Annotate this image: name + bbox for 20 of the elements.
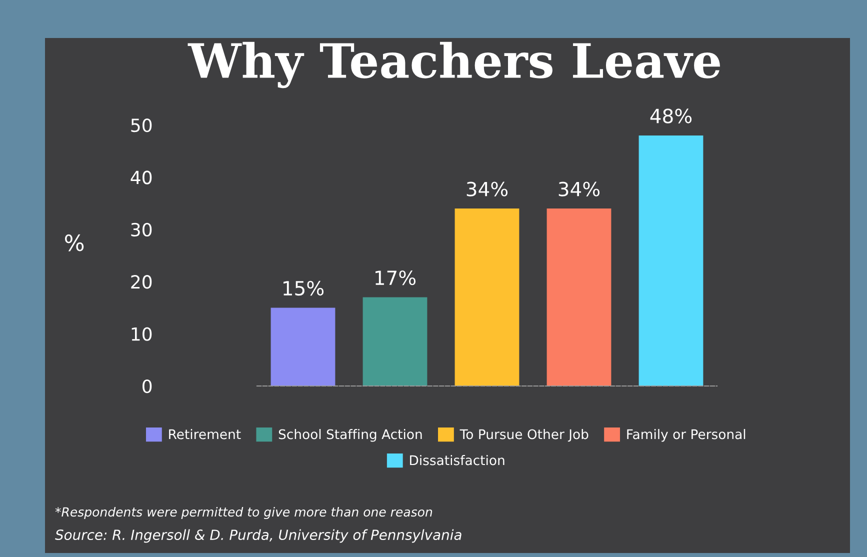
data-label: 34% bbox=[558, 182, 600, 196]
y-axis-title: % bbox=[64, 234, 84, 252]
text: *Respondents were permitted to give more than one reason bbox=[55, 506, 432, 520]
data-label: 34% bbox=[466, 182, 508, 196]
data-label: 48% bbox=[650, 108, 692, 124]
y-tick-label: 50 bbox=[131, 118, 152, 132]
legend-label: Retirement bbox=[169, 429, 241, 440]
data-label: 17% bbox=[376, 270, 416, 286]
y-tick-label: 30 bbox=[131, 222, 152, 237]
y-tick-label: 40 bbox=[130, 170, 152, 184]
chart-title: Why Teachers Leave bbox=[188, 42, 720, 88]
source-note: Source: R. Ingersoll & D. Purda, University of Pennsylvania bbox=[55, 529, 462, 543]
y-tick-label: 0 bbox=[142, 379, 152, 394]
legend-label: School Staffing Action bbox=[278, 429, 422, 442]
legend-label: Dissatisfaction bbox=[410, 455, 504, 466]
legend-label: Family or Personal bbox=[627, 429, 746, 442]
y-tick-label: 20 bbox=[131, 275, 152, 289]
legend-label: To Pursue Other Job bbox=[460, 429, 588, 442]
data-label: 15% bbox=[284, 280, 324, 296]
y-tick-label: 10 bbox=[132, 327, 152, 341]
